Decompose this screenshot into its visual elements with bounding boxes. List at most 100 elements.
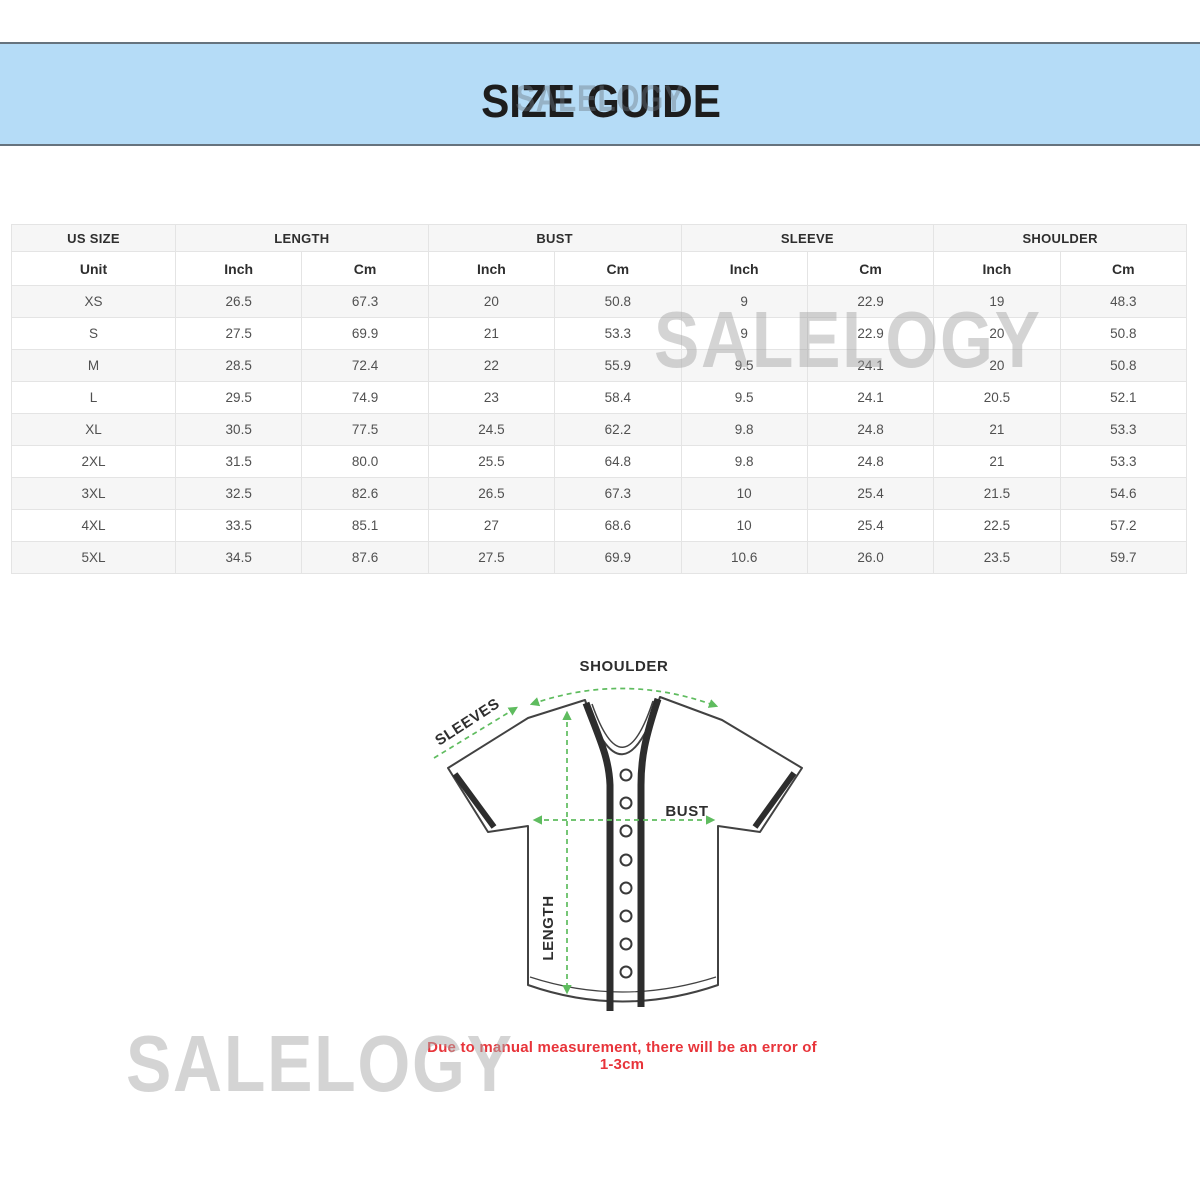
jersey-outline-icon [447,696,803,1003]
placket-left-stripe [582,701,614,1011]
table-header-row: US SIZE LENGTH BUST SLEEVE SHOULDER [11,224,1187,252]
size-table: US SIZE LENGTH BUST SLEEVE SHOULDER Unit Inch C… [11,224,1188,574]
table-cell: 80.0 [301,445,429,478]
table-cell: 26.0 [806,541,935,574]
table-cell: 10.6 [680,541,808,574]
unit-header: Cm [1059,251,1188,286]
table-cell: 82.6 [301,477,429,510]
column-header: LENGTH [175,224,429,252]
table-cell: 9 [680,285,808,318]
table-cell: 29.5 [174,381,303,414]
table-cell: 27 [427,509,556,542]
table-cell: 9.8 [680,413,808,446]
table-cell: 25.4 [806,509,935,542]
placket-right-stripe [637,697,662,1007]
unit-header: Inch [174,251,303,286]
table-cell: 50.8 [554,285,682,318]
table-cell: 68.6 [554,509,682,542]
table-cell: 50.8 [1059,349,1188,382]
table-cell: 23.5 [933,541,1061,574]
table-cell: 33.5 [174,509,303,542]
size-cell: L [11,381,176,414]
size-cell: S [11,317,176,350]
table-cell: 53.3 [554,317,682,350]
table-cell: 53.3 [1059,445,1188,478]
table-row: 3XL 32.5 82.6 26.5 67.3 10 25.4 21.5 54.6 [11,477,1188,510]
collar-line [591,700,654,748]
unit-header: Inch [427,251,556,286]
bust-label: BUST [665,803,708,820]
table-cell: 22.9 [806,317,935,350]
table-cell: 20 [933,317,1061,350]
size-cell: M [11,349,176,382]
table-cell: 57.2 [1059,509,1188,542]
table-cell: 72.4 [301,349,429,382]
table-cell: 69.9 [301,317,429,350]
table-cell: 24.5 [427,413,556,446]
table-cell: 27.5 [174,317,303,350]
table-cell: 55.9 [554,349,682,382]
table-cell: 26.5 [174,285,303,318]
table-cell: 52.1 [1059,381,1188,414]
size-cell: 3XL [11,477,176,510]
table-cell: 59.7 [1059,541,1188,574]
size-cell: 2XL [11,445,176,478]
table-cell: 85.1 [301,509,429,542]
table-cell: 10 [680,509,808,542]
length-label: LENGTH [540,895,557,960]
table-cell: 20.5 [933,381,1061,414]
table-cell: 62.2 [554,413,682,446]
size-table-container: US SIZE LENGTH BUST SLEEVE SHOULDER Unit Inch C… [11,224,1188,574]
table-cell: 69.9 [554,541,682,574]
table-cell: 32.5 [174,477,303,510]
table-cell: 22.5 [933,509,1061,542]
table-row: M 28.5 72.4 22 55.9 9.5 24.1 20 50.8 [11,349,1188,382]
table-cell: 23 [427,381,556,414]
shoulder-label: SHOULDER [580,658,669,675]
table-cell: 53.3 [1059,413,1188,446]
unit-header: Inch [933,251,1061,286]
table-row: XS 26.5 67.3 20 50.8 9 22.9 19 48.3 [11,285,1188,318]
unit-header: Cm [301,251,429,286]
table-cell: 22.9 [806,285,935,318]
size-cell: 4XL [11,509,176,542]
size-cell: 5XL [11,541,176,574]
table-cell: 21 [427,317,556,350]
table-row: 2XL 31.5 80.0 25.5 64.8 9.8 24.8 21 53.3 [11,445,1188,478]
table-cell: 31.5 [174,445,303,478]
table-cell: 26.5 [427,477,556,510]
column-header: SHOULDER [933,224,1187,252]
table-cell: 27.5 [427,541,556,574]
table-row: 4XL 33.5 85.1 27 68.6 10 25.4 22.5 57.2 [11,509,1188,542]
watermark-banner: SALELOGY [515,78,685,119]
hem-line [529,976,717,993]
unit-header: Inch [680,251,808,286]
table-cell: 67.3 [554,477,682,510]
table-cell: 64.8 [554,445,682,478]
table-cell: 21 [933,413,1061,446]
table-row: S 27.5 69.9 21 53.3 9 22.9 20 50.8 [11,317,1188,350]
sleeves-measure-arrow [433,706,518,759]
table-cell: 34.5 [174,541,303,574]
table-cell: 21 [933,445,1061,478]
unit-header: Unit [11,251,176,286]
unit-header: Cm [806,251,935,286]
column-header: BUST [427,224,682,252]
left-cuff-trim [452,772,497,829]
page-title: SIZE GUIDE [481,75,721,127]
measurement-error-note: Due to manual measurement, there will be… [427,1039,817,1073]
table-cell: 25.5 [427,445,556,478]
table-cell: 48.3 [1059,285,1188,318]
column-header: SLEEVE [680,224,935,252]
table-row: 5XL 34.5 87.6 27.5 69.9 10.6 26.0 23.5 59.7 [11,541,1188,574]
size-guide-banner: SIZE GUIDE [0,42,1200,146]
table-cell: 24.8 [806,413,935,446]
table-cell: 50.8 [1059,317,1188,350]
column-header: US SIZE [11,224,176,252]
table-cell: 30.5 [174,413,303,446]
table-cell: 10 [680,477,808,510]
table-cell: 20 [427,285,556,318]
table-cell: 22 [427,349,556,382]
unit-header: Cm [554,251,682,286]
